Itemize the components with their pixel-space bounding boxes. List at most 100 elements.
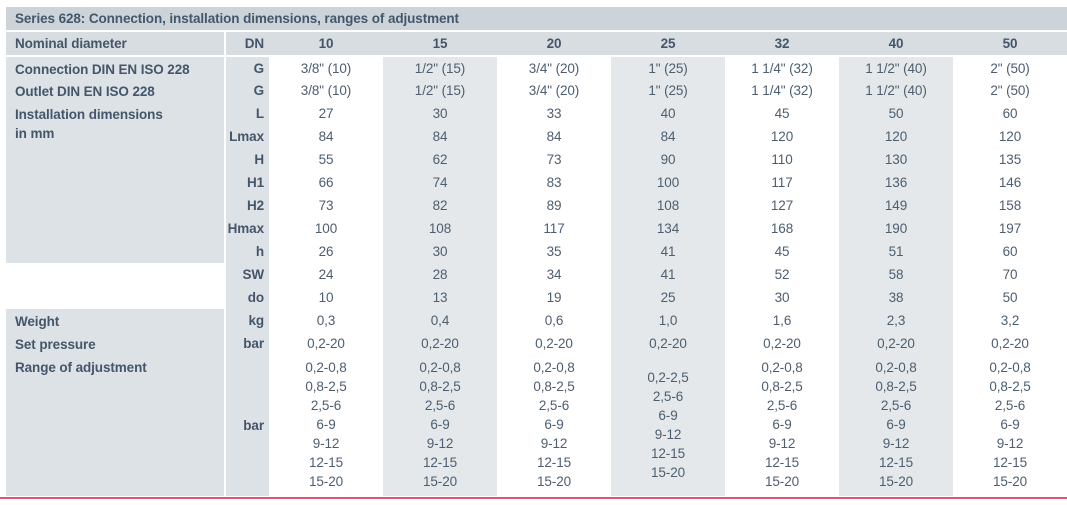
- row-label: [6, 263, 226, 309]
- value-cell: 35: [497, 240, 611, 263]
- range-line: 2,5-6: [994, 398, 1026, 413]
- table-row: h 26 30 35 41 45 51 60: [6, 240, 1067, 263]
- value-cell: 3,2: [953, 309, 1067, 332]
- value-cell: 1 1/2" (40): [839, 79, 953, 102]
- range-line: 12-15: [422, 455, 458, 470]
- value-cell: 1" (25): [611, 56, 725, 79]
- value-cell: 51: [839, 240, 953, 263]
- row-symbol: do: [225, 286, 269, 309]
- range-line: 9-12: [996, 436, 1024, 451]
- range-line: 15-20: [536, 474, 572, 489]
- value-cell: 117: [725, 171, 839, 194]
- value-cell: 0,2-0,8 0,8-2,5 2,5-6 6-9 9-12 12-15 15-20: [839, 355, 953, 496]
- value-cell: 120: [725, 125, 839, 148]
- spec-table-container: Series 628: Connection, installation dim…: [6, 7, 1067, 496]
- range-line: 0,8-2,5: [305, 379, 347, 394]
- value-cell: 0,2-0,8 0,8-2,5 2,5-6 6-9 9-12 12-15 15-20: [497, 355, 611, 496]
- range-line: 2,5-6: [652, 388, 684, 404]
- value-cell: 84: [383, 125, 497, 148]
- value-cell: 41: [611, 263, 725, 286]
- range-line: 12-15: [536, 455, 572, 470]
- range-line: 6-9: [316, 417, 336, 432]
- column-header-dn50: 50: [953, 32, 1067, 57]
- value-cell: 27: [269, 102, 383, 125]
- range-line: 9-12: [882, 436, 910, 451]
- value-cell: 3/8" (10): [269, 79, 383, 102]
- value-cell: 168: [725, 217, 839, 240]
- table-row: do 10 13 19 25 30 38 50: [6, 286, 1067, 309]
- value-cell: 0,2-20: [497, 332, 611, 355]
- row-symbol: SW: [225, 263, 269, 286]
- value-cell: 149: [839, 194, 953, 217]
- value-cell: 2,3: [839, 309, 953, 332]
- column-header-dn15: 15: [383, 32, 497, 57]
- value-cell: 58: [839, 263, 953, 286]
- range-line: 12-15: [992, 455, 1028, 470]
- header-row-label: Nominal diameter: [6, 32, 226, 57]
- column-header-dn40: 40: [839, 32, 953, 57]
- value-cell: 0,2-20: [269, 332, 383, 355]
- value-cell: 108: [383, 217, 497, 240]
- range-line: 15-20: [764, 474, 800, 489]
- value-cell: 134: [611, 217, 725, 240]
- range-line: 9-12: [654, 426, 682, 442]
- value-cell: 2" (50): [953, 79, 1067, 102]
- row-symbol: h: [225, 240, 269, 263]
- range-line: 2,5-6: [424, 398, 456, 413]
- value-cell: 45: [725, 240, 839, 263]
- value-cell: 127: [725, 194, 839, 217]
- row-symbol: bar: [225, 332, 269, 355]
- value-cell: 13: [383, 286, 497, 309]
- table-row: Range of adjustment bar 0,2-0,8 0,8-2,5 2,5-…: [6, 355, 1067, 496]
- value-cell: 73: [269, 194, 383, 217]
- table-row: H 55 62 73 90 110 130 135: [6, 148, 1067, 171]
- row-label: Installation dimensions in mm: [6, 102, 226, 263]
- table-row: Hmax 100 108 117 134 168 190 197: [6, 217, 1067, 240]
- value-cell: 0,2-20: [953, 332, 1067, 355]
- value-cell: 40: [611, 102, 725, 125]
- value-cell: 25: [611, 286, 725, 309]
- column-header-dn10: 10: [269, 32, 383, 57]
- table-row: Connection DIN EN ISO 228 G 3/8" (10) 1/2" …: [6, 56, 1067, 79]
- value-cell: 34: [497, 263, 611, 286]
- value-cell: 10: [269, 286, 383, 309]
- range-line: 15-20: [650, 464, 686, 480]
- range-line: 6-9: [544, 417, 564, 432]
- column-header-dn25: 25: [611, 32, 725, 57]
- value-cell: 26: [269, 240, 383, 263]
- range-line: 0,2-0,8: [761, 360, 803, 375]
- row-symbol: H2: [225, 194, 269, 217]
- value-cell: 84: [269, 125, 383, 148]
- table-row: Lmax 84 84 84 84 120 120 120: [6, 125, 1067, 148]
- range-line: 0,2-0,8: [989, 360, 1031, 375]
- row-label: Set pressure: [6, 332, 226, 355]
- value-cell: 55: [269, 148, 383, 171]
- range-line: 9-12: [312, 436, 340, 451]
- range-line: 6-9: [1000, 417, 1020, 432]
- value-cell: 3/4" (20): [497, 79, 611, 102]
- table-row: Weight kg 0,3 0,4 0,6 1,0 1,6 2,3 3,2: [6, 309, 1067, 332]
- value-cell: 0,2-0,8 0,8-2,5 2,5-6 6-9 9-12 12-15 15-20: [953, 355, 1067, 496]
- value-cell: 30: [725, 286, 839, 309]
- value-cell: 73: [497, 148, 611, 171]
- row-symbol: H1: [225, 171, 269, 194]
- value-cell: 38: [839, 286, 953, 309]
- value-cell: 82: [383, 194, 497, 217]
- value-cell: 146: [953, 171, 1067, 194]
- range-line: 0,2-0,8: [533, 360, 575, 375]
- row-label: Range of adjustment: [6, 355, 226, 496]
- value-cell: 60: [953, 102, 1067, 125]
- range-line: 2,5-6: [766, 398, 798, 413]
- row-symbol: G: [225, 56, 269, 79]
- value-cell: 60: [953, 240, 1067, 263]
- value-cell: 84: [611, 125, 725, 148]
- column-header-dn20: 20: [497, 32, 611, 57]
- range-line: 12-15: [650, 445, 686, 461]
- value-cell: 62: [383, 148, 497, 171]
- range-line: 0,8-2,5: [533, 379, 575, 394]
- value-cell: 108: [611, 194, 725, 217]
- value-cell: 2" (50): [953, 56, 1067, 79]
- value-cell: 0,2-0,8 0,8-2,5 2,5-6 6-9 9-12 12-15 15-20: [725, 355, 839, 496]
- value-cell: 0,3: [269, 309, 383, 332]
- range-line: 15-20: [878, 474, 914, 489]
